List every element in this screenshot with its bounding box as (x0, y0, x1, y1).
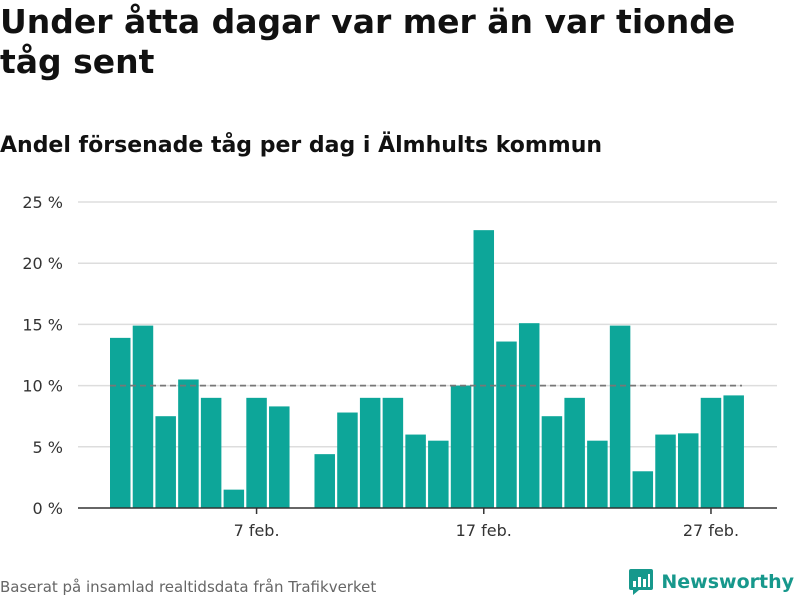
x-tick-label: 17 feb. (456, 521, 512, 540)
newsworthy-logo-icon (629, 569, 654, 595)
bar (723, 395, 744, 508)
brand-name: Newsworthy (661, 571, 794, 593)
bar (178, 379, 199, 508)
newsworthy-logo[interactable]: Newsworthy (629, 568, 794, 596)
bar (246, 397, 267, 508)
bar (678, 433, 699, 508)
bar (541, 416, 563, 508)
bar (200, 397, 222, 508)
bar (132, 325, 154, 508)
bar (632, 471, 654, 508)
bar (609, 325, 631, 508)
bar (337, 412, 358, 508)
chart-subtitle: Andel försenade tåg per dag i Älmhults k… (0, 133, 603, 158)
bar (359, 397, 381, 508)
y-tick-label: 15 % (22, 315, 63, 334)
bar (496, 341, 517, 508)
bar (450, 385, 472, 508)
y-axis-ticks: 0 % 5 % 10 % 15 % 20 % 25 % (22, 193, 63, 518)
bar (155, 416, 176, 508)
bar (405, 434, 426, 508)
bar (110, 337, 131, 508)
bars (110, 230, 744, 508)
bar (223, 489, 245, 508)
x-tick-label: 7 feb. (234, 521, 280, 540)
y-tick-label: 5 % (33, 438, 63, 457)
bar (314, 454, 335, 508)
bar (518, 323, 540, 508)
x-axis-ticks: 7 feb. 17 feb. 27 feb. (234, 508, 739, 540)
bar (473, 230, 495, 508)
y-tick-label: 10 % (22, 377, 63, 396)
bar-chart: 0 % 5 % 10 % 15 % 20 % 25 % 7 feb. 17 feb. 27 f… (22, 193, 777, 540)
bar (564, 397, 585, 508)
bar (382, 397, 404, 508)
bar (700, 397, 722, 508)
bar (587, 440, 608, 508)
chart-title: Under åtta dagar var mer än var tionde t… (0, 2, 736, 81)
bar (428, 440, 449, 508)
y-tick-label: 25 % (22, 193, 63, 212)
y-tick-label: 20 % (22, 254, 63, 273)
x-tick-label: 27 feb. (683, 521, 739, 540)
bar (655, 434, 676, 508)
bar (269, 406, 290, 508)
source-note: Baserat på insamlad realtidsdata från Tr… (0, 578, 377, 596)
y-tick-label: 0 % (33, 499, 63, 518)
